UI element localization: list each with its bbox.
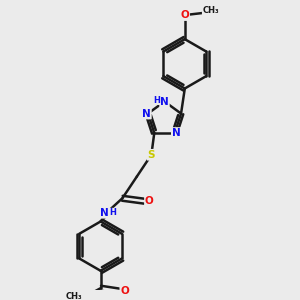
Text: O: O — [180, 10, 189, 20]
Text: S: S — [148, 150, 155, 160]
Text: CH₃: CH₃ — [65, 292, 82, 300]
Text: CH₃: CH₃ — [202, 6, 219, 15]
Text: N: N — [142, 109, 151, 118]
Text: H: H — [110, 208, 116, 217]
Text: O: O — [120, 286, 129, 296]
Text: N: N — [160, 97, 169, 106]
Text: O: O — [145, 196, 154, 206]
Text: N: N — [100, 208, 109, 218]
Text: H: H — [153, 96, 160, 105]
Text: N: N — [172, 128, 181, 138]
